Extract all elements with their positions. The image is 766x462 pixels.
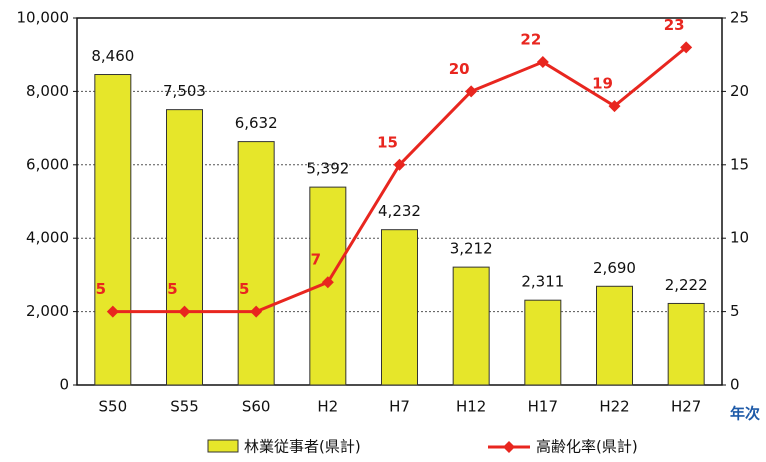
x-axis-label: 年次 — [730, 405, 760, 423]
bar-value-label: 2,222 — [665, 276, 708, 294]
line-value-label: 5 — [239, 280, 249, 298]
y-tick-label: 0 — [59, 376, 69, 394]
y-tick-label: 6,000 — [26, 155, 69, 173]
bar — [524, 299, 562, 386]
line-value-label: 5 — [167, 280, 177, 298]
line-marker — [680, 41, 693, 54]
line-marker — [178, 305, 191, 318]
line-value-label: 7 — [311, 251, 321, 269]
y2-tick-label: 15 — [730, 155, 749, 173]
legend-label: 林業従事者(県計) — [244, 438, 361, 456]
line-value-label: 19 — [592, 75, 613, 93]
bar-value-label: 4,232 — [378, 202, 421, 220]
x-tick-label: S50 — [99, 398, 128, 416]
y2-tick-label: 5 — [730, 302, 740, 320]
line-value-label: 23 — [664, 16, 685, 34]
legend-marker — [503, 441, 515, 453]
x-tick-label: S60 — [242, 398, 271, 416]
y-tick-label: 2,000 — [26, 302, 69, 320]
bar — [237, 141, 275, 386]
legend-swatch — [207, 439, 239, 453]
line-marker — [106, 305, 119, 318]
bar — [667, 302, 705, 386]
line-marker — [250, 305, 263, 318]
y2-tick-label: 0 — [730, 376, 740, 394]
line-marker — [393, 158, 406, 171]
y2-tick-label: 10 — [730, 229, 749, 247]
x-tick-label: H27 — [671, 398, 701, 416]
x-tick-label: H7 — [389, 398, 410, 416]
bar-value-label: 2,690 — [593, 259, 636, 277]
x-tick-label: H12 — [456, 398, 486, 416]
x-tick-label: H17 — [528, 398, 558, 416]
line-value-label: 20 — [449, 60, 470, 78]
bar — [381, 229, 418, 386]
bar — [452, 266, 490, 386]
bar-value-label: 3,212 — [450, 240, 493, 258]
line-value-label: 15 — [377, 133, 398, 151]
x-tick-label: H22 — [599, 398, 629, 416]
bar — [94, 74, 132, 386]
line-value-label: 22 — [520, 31, 541, 49]
line-marker — [321, 276, 334, 289]
x-tick-label: H2 — [317, 398, 338, 416]
legend-label: 高齢化率(県計) — [536, 438, 638, 456]
y-tick-label: 4,000 — [26, 229, 69, 247]
line-marker — [536, 56, 549, 69]
bar-value-label: 8,460 — [91, 47, 134, 65]
bar-value-label: 2,311 — [521, 273, 564, 291]
bar — [166, 109, 203, 386]
y-tick-label: 8,000 — [26, 82, 69, 100]
y-tick-label: 10,000 — [17, 9, 70, 27]
x-tick-label: S55 — [170, 398, 199, 416]
y2-tick-label: 20 — [730, 82, 749, 100]
line-value-label: 5 — [96, 280, 106, 298]
line-marker — [608, 100, 621, 113]
bar-value-label: 7,503 — [163, 82, 206, 100]
line-marker — [465, 85, 478, 98]
bar-value-label: 5,392 — [306, 160, 349, 178]
bar-value-label: 6,632 — [235, 114, 278, 132]
y2-tick-label: 25 — [730, 9, 749, 27]
bar — [596, 285, 633, 386]
